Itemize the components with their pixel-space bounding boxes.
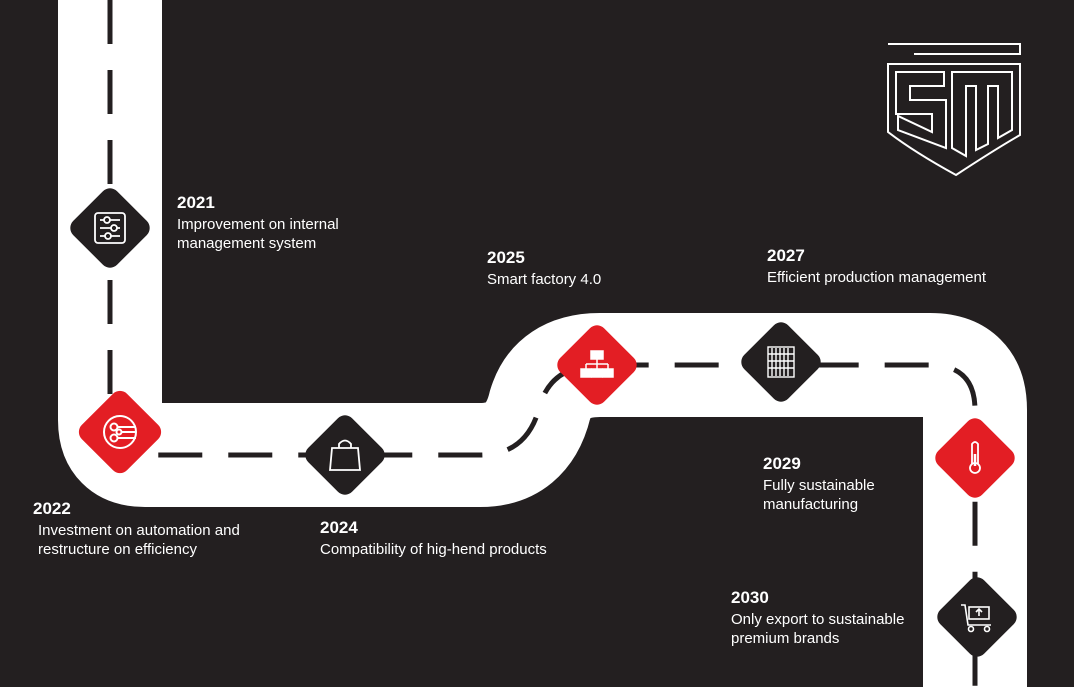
milestone-2030-label: 2030 Only export to sustainable premium … [731, 587, 904, 649]
milestone-2029-label: 2029 Fully sustainable manufacturing [763, 453, 875, 515]
thermometer-icon [969, 441, 981, 474]
milestone-description-line: Fully sustainable [763, 477, 875, 495]
milestone-2021-label: 2021 Improvement on internal management … [177, 192, 339, 254]
milestone-description-line: Compatibility of hig-hend products [320, 541, 547, 559]
milestone-year: 2029 [763, 454, 801, 473]
network-circle-icon [103, 415, 137, 449]
milestone-year: 2030 [731, 588, 769, 607]
milestone-2030-marker [937, 577, 1017, 657]
milestone-2022-marker [78, 390, 162, 474]
milestone-year: 2024 [320, 518, 358, 537]
milestone-description-line: Investment on automation and [38, 522, 240, 540]
milestone-description-line: management system [177, 235, 317, 252]
sm-logo [887, 43, 1021, 177]
milestone-year: 2022 [33, 499, 71, 518]
shopping-bag-icon [329, 439, 361, 471]
milestone-description-line: manufacturing [763, 496, 859, 513]
org-chart-icon [580, 350, 614, 378]
milestone-description-line: Efficient production management [767, 269, 987, 287]
milestone-description-line: Only export to sustainable [731, 611, 905, 629]
sliders-icon [94, 212, 126, 244]
milestone-description-line: Smart factory 4.0 [487, 271, 602, 289]
milestone-description-line: premium brands [731, 630, 840, 647]
road-band [58, 0, 1027, 687]
milestone-year: 2027 [767, 246, 805, 265]
milestone-2024-label: 2024 Compatibility of hig-hend products [320, 517, 547, 560]
milestone-year: 2021 [177, 193, 215, 212]
cart-upload-icon [961, 604, 991, 633]
milestone-2024-marker [305, 415, 385, 495]
milestone-2025-marker [557, 325, 637, 405]
milestone-2025-label: 2025 Smart factory 4.0 [487, 247, 601, 290]
milestone-description-line: restructure on efficiency [38, 541, 197, 558]
milestone-description-line: Improvement on internal [177, 216, 339, 234]
server-rack-icon [767, 346, 795, 378]
milestone-2027-marker [741, 322, 821, 402]
milestone-2027-label: 2027 Efficient production management [767, 245, 986, 288]
milestone-2021-marker [70, 188, 150, 268]
milestone-year: 2025 [487, 248, 525, 267]
milestone-2022-label: 2022 Investment on automation and restru… [33, 498, 240, 560]
milestone-2029-marker [935, 418, 1015, 498]
